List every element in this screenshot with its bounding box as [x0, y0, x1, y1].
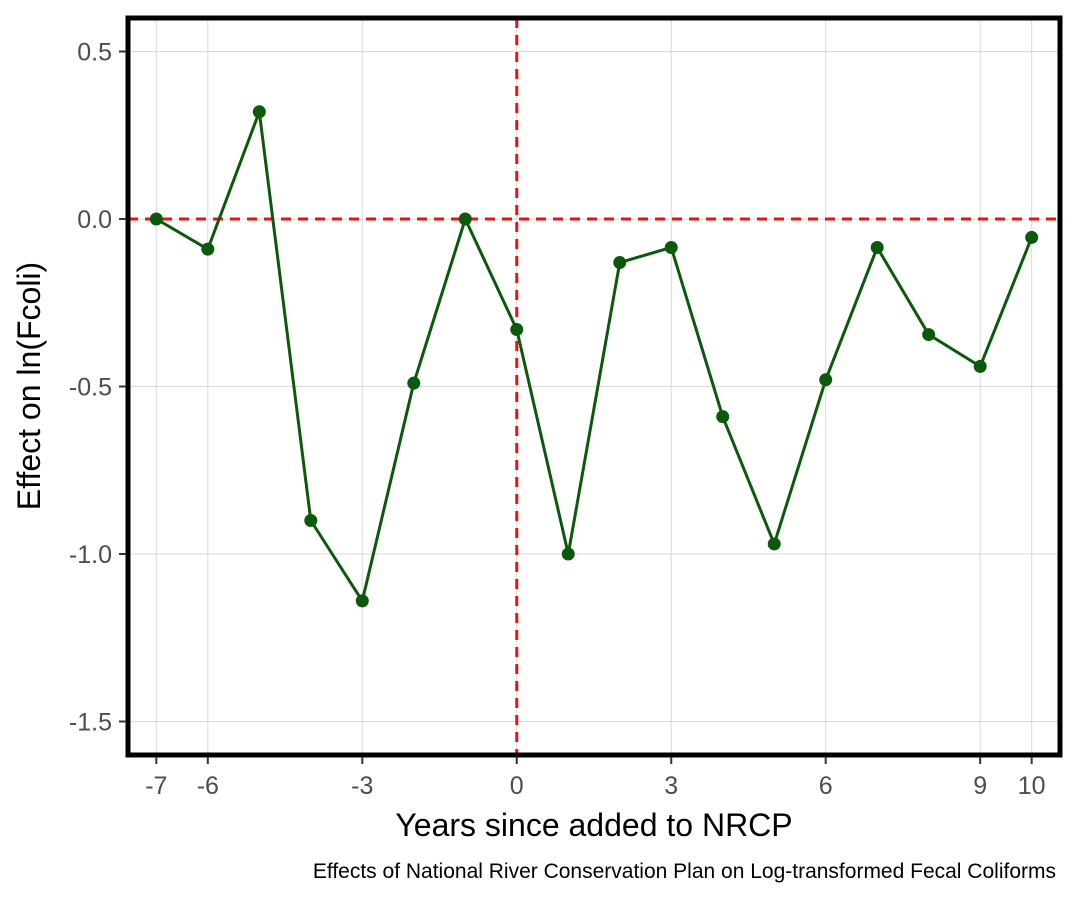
data-point — [613, 256, 627, 270]
x-tick-label: -6 — [197, 772, 219, 800]
plot-border — [125, 15, 1063, 758]
y-tick-label: -1.0 — [69, 541, 112, 569]
y-axis-title: Effect on ln(Fcoli) — [11, 262, 47, 510]
reference-lines — [128, 18, 1060, 755]
data-point — [767, 537, 781, 551]
y-tick-label: -1.5 — [69, 709, 112, 737]
x-tick-label: -3 — [351, 772, 373, 800]
x-tick-label: 9 — [973, 772, 987, 800]
data-point — [973, 359, 987, 373]
x-tick-label: -7 — [145, 772, 167, 800]
data-point — [664, 240, 678, 254]
data-point — [870, 240, 884, 254]
y-tick-label: 0.0 — [77, 206, 112, 234]
x-tick-label: 10 — [1018, 772, 1046, 800]
data-point — [1025, 230, 1039, 244]
data-point — [201, 242, 215, 256]
x-axis-title: Years since added to NRCP — [395, 807, 792, 843]
data-point — [510, 323, 524, 337]
series-line — [155, 110, 1034, 603]
data-point — [407, 376, 421, 390]
data-point — [458, 212, 472, 226]
chart-caption: Effects of National River Conservation P… — [313, 860, 1056, 883]
y-tick-label: -0.5 — [69, 374, 112, 402]
data-point — [252, 105, 266, 119]
y-tick-label: 0.5 — [77, 39, 112, 67]
y-axis-ticks: 0.5 0.0 -0.5 -1.0 -1.5 — [69, 39, 126, 737]
data-point — [355, 594, 369, 608]
x-axis-ticks: -7 -6 -3 0 3 6 9 10 — [145, 757, 1046, 800]
data-point — [561, 547, 575, 561]
x-tick-label: 0 — [510, 772, 524, 800]
data-point — [922, 328, 936, 342]
data-point — [304, 514, 318, 527]
x-tick-label: 3 — [664, 772, 678, 800]
x-tick-label: 6 — [819, 772, 833, 800]
data-point — [149, 212, 163, 226]
data-point — [819, 373, 833, 387]
data-point — [716, 410, 730, 424]
series-layer — [149, 105, 1039, 608]
